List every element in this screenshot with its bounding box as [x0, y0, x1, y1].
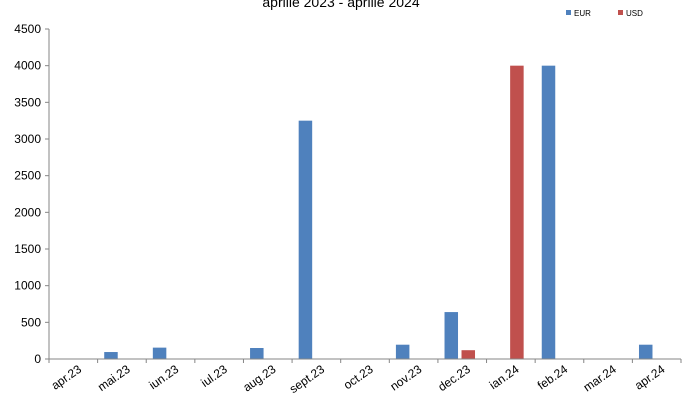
bar-eur-dec-23 [444, 312, 459, 359]
bar-usd-ian-24 [510, 65, 524, 360]
bar-eur-sept-23 [298, 120, 313, 359]
bar-eur-mai-23 [104, 352, 118, 359]
x-tick-label: mar.24 [581, 362, 619, 395]
x-tick-label: dec.23 [435, 362, 473, 394]
x-tick-label: iun.23 [146, 362, 181, 392]
y-tick-label: 0 [34, 352, 41, 366]
bar-eur-nov-23 [395, 344, 410, 359]
y-tick-label: 2000 [14, 205, 41, 219]
y-tick-label: 500 [21, 315, 41, 329]
x-tick-label: aug.23 [240, 362, 278, 395]
y-tick-label: 1000 [14, 279, 41, 293]
legend-swatch-usd [618, 10, 623, 15]
bar-eur-feb-24 [541, 65, 556, 360]
legend: EUR USD [566, 9, 643, 18]
axes-group [48, 29, 681, 360]
y-tick-label: 1500 [14, 242, 41, 256]
y-tick-label: 4500 [14, 22, 41, 36]
x-tick-label: ian.24 [487, 362, 522, 392]
legend-label-usd: USD [626, 9, 643, 18]
y-tick-label: 3500 [14, 95, 41, 109]
x-tick-label: iul.23 [198, 362, 230, 390]
x-tick-label: sept.23 [287, 362, 328, 396]
y-tick-label: 2500 [14, 169, 41, 183]
x-tick-label: oct.23 [341, 362, 376, 392]
y-tick-label: 3000 [14, 132, 41, 146]
chart-title: aprilie 2023 - aprilie 2024 [262, 0, 420, 10]
x-ticks-group: apr.23 mai.23 iun.23 iul.23 aug.23 sept.23 oct… [48, 359, 682, 396]
bar-eur-apr-24 [638, 344, 653, 359]
bars-group [104, 65, 653, 360]
bar-eur-iun-23 [152, 347, 167, 359]
x-tick-label: nov.23 [388, 362, 425, 394]
x-tick-label: mai.23 [95, 362, 133, 394]
legend-swatch-eur [566, 10, 571, 15]
bar-eur-aug-23 [250, 348, 264, 359]
x-tick-label: apr.24 [632, 362, 668, 393]
legend-label-eur: EUR [574, 9, 591, 18]
y-ticks-group: 0 500 1000 1500 2000 2500 3000 3500 4000 4500 [14, 22, 49, 366]
x-tick-label: apr.23 [49, 362, 85, 393]
y-tick-label: 4000 [14, 59, 41, 73]
bar-usd-dec-23 [461, 350, 476, 359]
x-tick-label: feb.24 [535, 362, 571, 393]
